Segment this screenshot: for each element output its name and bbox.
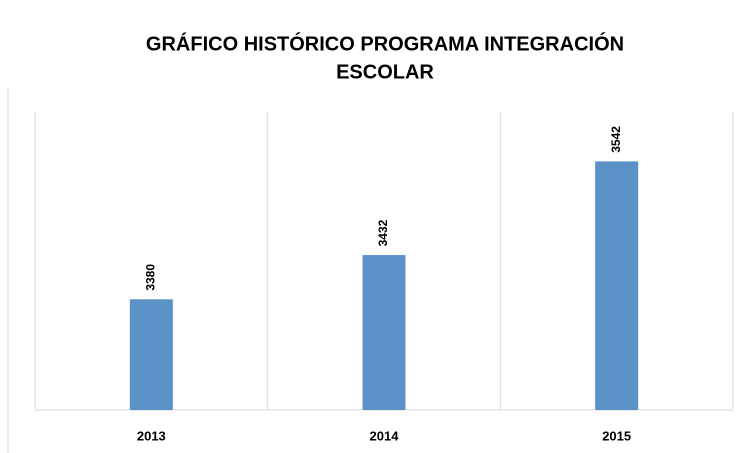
data-label: 3432 [376, 219, 390, 246]
x-tick-label: 2014 [370, 428, 400, 443]
data-label: 3380 [144, 264, 158, 291]
x-tick-label: 2013 [137, 428, 166, 443]
x-tick-label: 2015 [602, 428, 631, 443]
chart-title: GRÁFICO HISTÓRICO PROGRAMA INTEGRACIÓN [146, 31, 624, 55]
bar [362, 255, 406, 410]
chart-title: ESCOLAR [336, 61, 434, 83]
bar [595, 161, 639, 410]
bar [129, 299, 173, 410]
data-label: 3542 [609, 126, 623, 153]
